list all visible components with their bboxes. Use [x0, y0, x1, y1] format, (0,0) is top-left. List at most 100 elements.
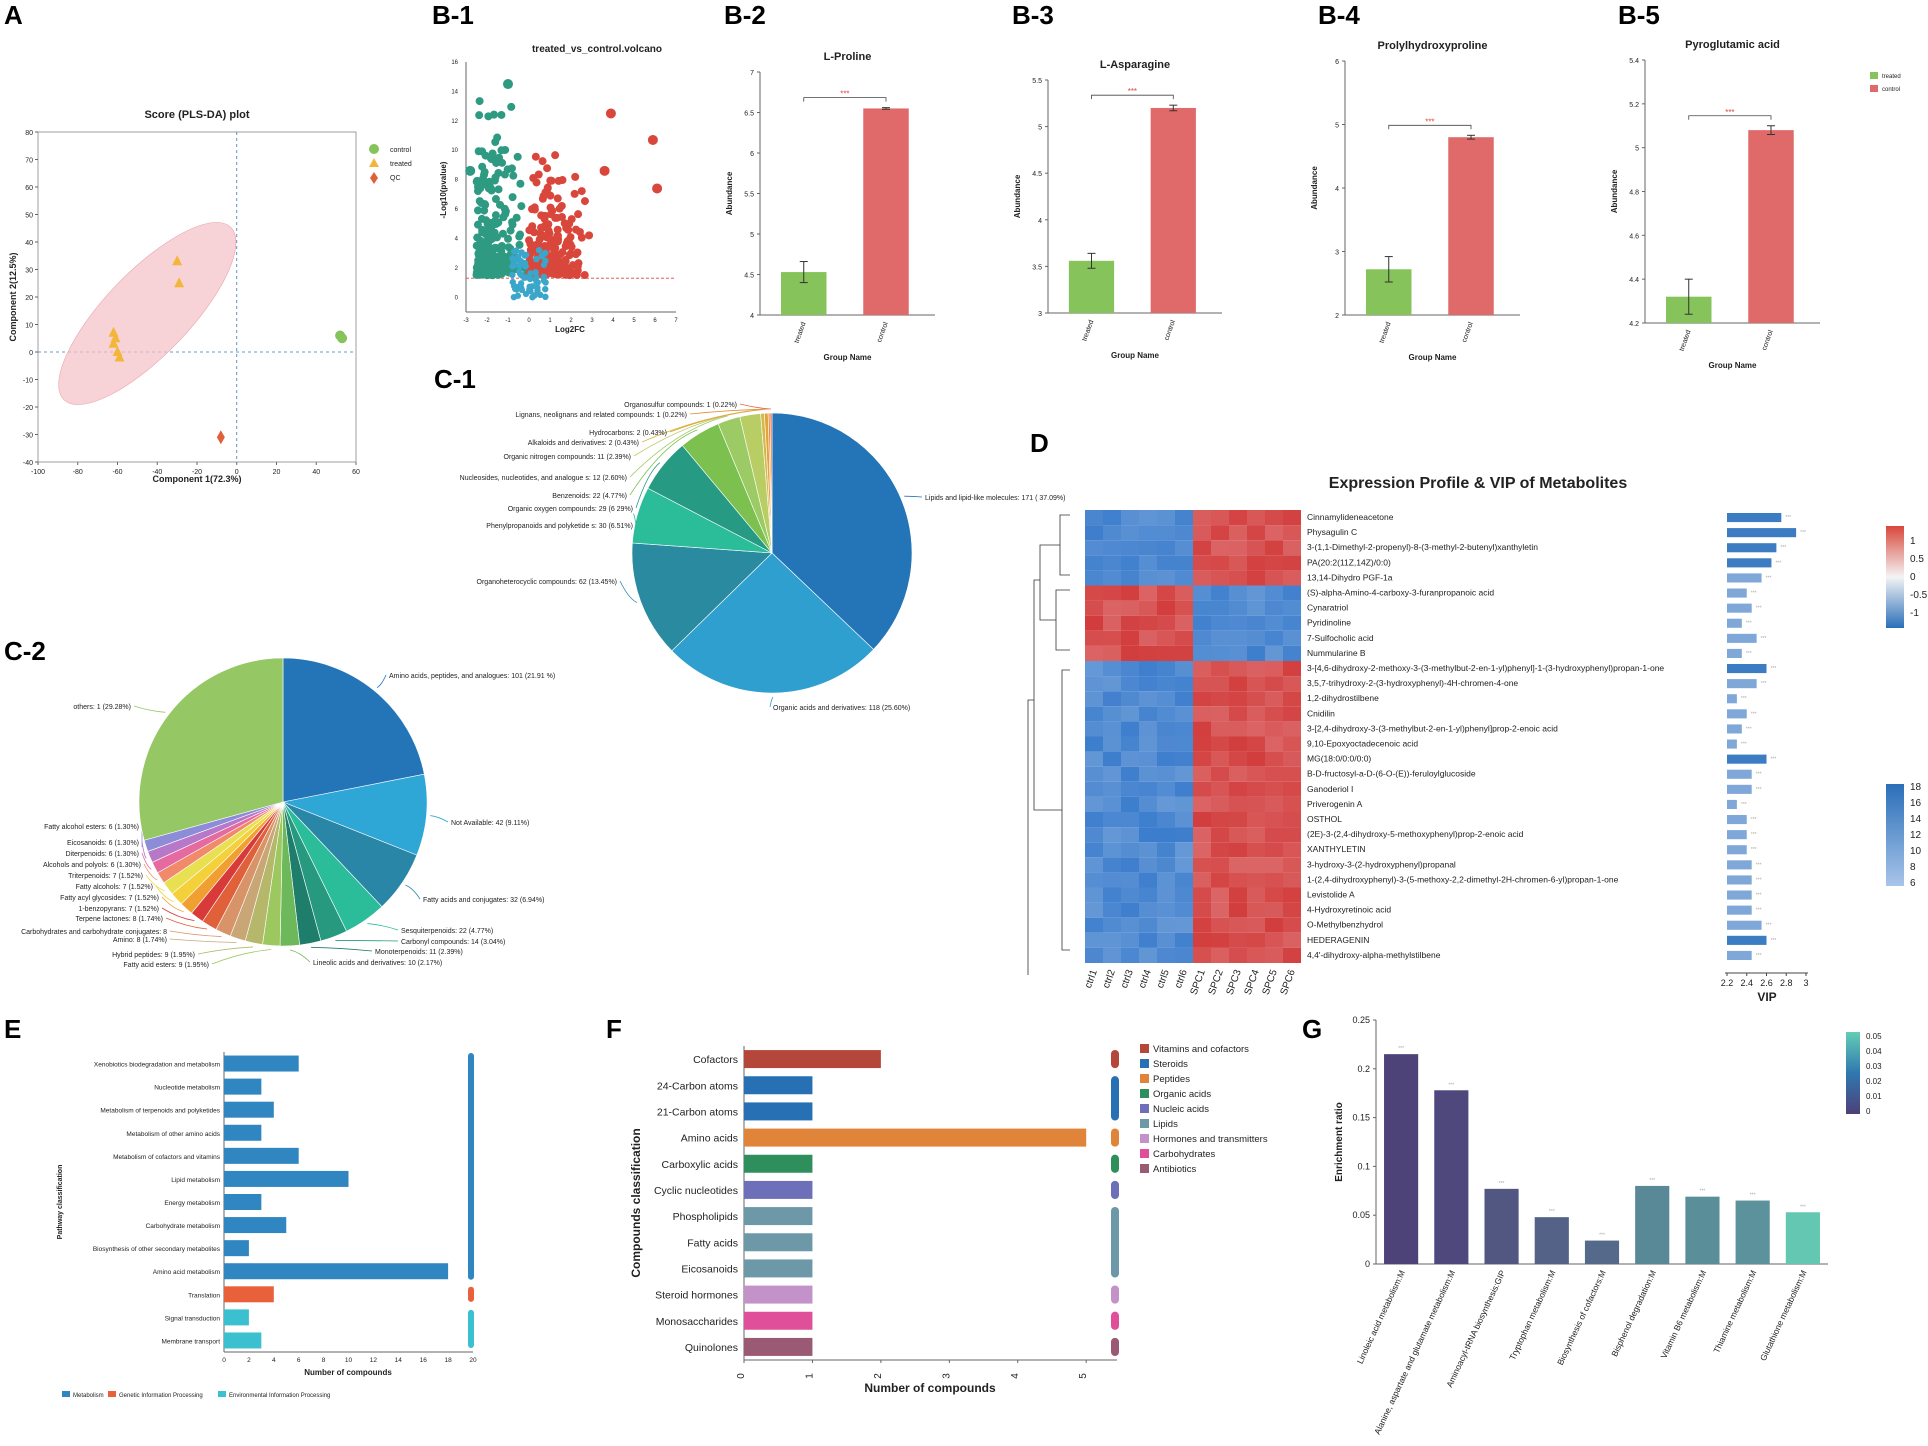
- x-tick-label: Biosynthesis of cofactors:M: [1555, 1269, 1608, 1367]
- heatmap-cell: [1193, 887, 1211, 903]
- heatmap-cell: [1121, 585, 1139, 601]
- column-label: ctrl5: [1155, 968, 1172, 990]
- volcano-point-up: [565, 219, 574, 228]
- heatmap-cell: [1229, 645, 1247, 661]
- significance-label: ***: [1725, 108, 1734, 117]
- heatmap-cell: [1265, 585, 1283, 601]
- row-label: Ganoderiol I: [1307, 784, 1353, 794]
- x-tick-label: treated: [1679, 329, 1693, 352]
- heatmap-cell: [1247, 736, 1265, 752]
- leader-line: [335, 940, 399, 942]
- colorbar-pvalue: [1846, 1032, 1860, 1114]
- volcano-point-up: [570, 189, 579, 198]
- heatmap-cell: [1157, 842, 1175, 858]
- heatmap-cell: [1265, 630, 1283, 646]
- vip-sig: ***: [1771, 757, 1777, 763]
- heatmap-cell: [1175, 872, 1193, 888]
- heatmap-cell: [1121, 872, 1139, 888]
- heatmap-cell: [1265, 691, 1283, 707]
- pie-slice: [771, 412, 913, 650]
- volcano-point-ns: [527, 270, 534, 277]
- panel-label-b4: B-4: [1318, 0, 1360, 30]
- heatmap-cell: [1103, 706, 1121, 722]
- volcano-point-down: [492, 219, 501, 228]
- heatmap-cell: [1103, 525, 1121, 541]
- x-tick-label: Alanine, aspartate and glutamate metabol…: [1372, 1269, 1457, 1436]
- vip-tick-label: 2.4: [1740, 978, 1753, 988]
- heatmap-cell: [1103, 857, 1121, 873]
- heatmap-cell: [1193, 570, 1211, 586]
- y-tick-label: 5.2: [1629, 102, 1639, 109]
- heatmap-cell: [1139, 781, 1157, 797]
- bar: [744, 1259, 813, 1278]
- heatmap-cell: [1211, 570, 1229, 586]
- colorbar-tick-label: 0.02: [1866, 1077, 1882, 1086]
- colorbar-tick-label: 10: [1910, 846, 1922, 857]
- heatmap-cell: [1265, 812, 1283, 828]
- heatmap-cell: [1265, 781, 1283, 797]
- category-label: Metabolism of terpenoids and polyketides: [100, 1108, 220, 1115]
- group-indicator: [468, 1286, 474, 1302]
- bar-sig: ***: [1700, 1189, 1706, 1195]
- panel-c2-pie: Amino acids, peptides, and analogues: 10…: [21, 657, 555, 969]
- y-tick-label: 6: [1335, 59, 1339, 66]
- vip-bar: [1727, 694, 1737, 704]
- heatmap-cell: [1085, 827, 1103, 843]
- heatmap-cell: [1265, 510, 1283, 526]
- vip-bar: [1727, 815, 1747, 825]
- vip-tick-label: 3: [1803, 978, 1808, 988]
- heatmap-cell: [1193, 736, 1211, 752]
- vip-bar: [1727, 573, 1762, 583]
- leader-line: [739, 403, 772, 410]
- bar: [1534, 1217, 1569, 1264]
- point-control: [337, 333, 348, 344]
- legend-swatch: [1140, 1059, 1149, 1068]
- y-axis-label: Abundance: [1310, 166, 1319, 210]
- heatmap-cell: [1265, 887, 1283, 903]
- vip-sig: ***: [1741, 802, 1747, 808]
- leader-line: [169, 930, 222, 937]
- heatmap-cell: [1085, 751, 1103, 767]
- heatmap-cell: [1193, 600, 1211, 616]
- row-label: PA(20:2(11Z,14Z)/0:0): [1307, 557, 1391, 567]
- legend-swatch: [108, 1391, 116, 1397]
- y-tick-label: 5.5: [744, 192, 754, 199]
- heatmap-cell: [1085, 736, 1103, 752]
- panel-b1-volcano: treated_vs_control.volcano-3 -2 -1 0 1 2 3 4 5 6 7…: [439, 44, 678, 334]
- y-axis-label: Pathway classification: [57, 1165, 64, 1240]
- heatmap-cell: [1229, 902, 1247, 918]
- y-axis-label: Component 2(12.5%): [8, 252, 18, 341]
- x-tick-label: -1: [505, 318, 511, 324]
- heatmap-cell: [1103, 887, 1121, 903]
- category-label: Membrane transport: [161, 1338, 220, 1345]
- heatmap-cell: [1139, 812, 1157, 828]
- heatmap-cell: [1265, 525, 1283, 541]
- heatmap-cell: [1193, 947, 1211, 963]
- heatmap-cell: [1175, 706, 1193, 722]
- bar: [224, 1286, 274, 1303]
- heatmap-cell: [1193, 676, 1211, 692]
- heatmap-cell: [1211, 902, 1229, 918]
- heatmap-cell: [1265, 615, 1283, 631]
- volcano-point-down: [494, 168, 503, 177]
- heatmap-cell: [1211, 645, 1229, 661]
- volcano-point-up: [580, 197, 589, 206]
- heatmap-cell: [1157, 600, 1175, 616]
- volcano-point-down: [472, 177, 481, 186]
- x-tick-label: control: [1761, 329, 1775, 352]
- volcano-point-ns: [526, 283, 533, 290]
- category-label: Amino acids: [681, 1133, 738, 1145]
- heatmap-cell: [1175, 947, 1193, 963]
- slice-label: Lignans, neolignans and related compound…: [515, 412, 687, 419]
- heatmap-cell: [1139, 887, 1157, 903]
- y-tick-label: 7: [750, 70, 754, 77]
- legend-label: Hormones and transmitters: [1153, 1134, 1268, 1145]
- volcano-point-up: [652, 183, 663, 194]
- pie-slice: [671, 552, 874, 694]
- heatmap-cell: [1175, 812, 1193, 828]
- heatmap-cell: [1103, 827, 1121, 843]
- volcano-point-down: [482, 230, 491, 239]
- heatmap-cell: [1157, 887, 1175, 903]
- row-label: O-Methylbenzhydrol: [1307, 920, 1383, 930]
- slice-label: Fatty acid esters: 9 (1.95%): [123, 962, 209, 969]
